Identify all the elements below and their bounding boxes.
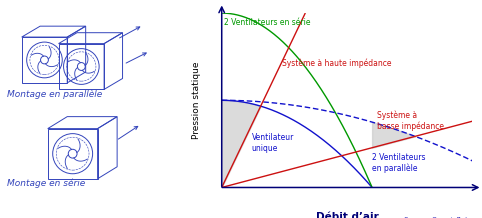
Text: Pression statique: Pression statique bbox=[192, 61, 201, 139]
Text: Source : Comair Rotron: Source : Comair Rotron bbox=[403, 217, 477, 218]
Text: Système à haute impédance: Système à haute impédance bbox=[282, 58, 391, 68]
Text: Montage en série: Montage en série bbox=[7, 179, 85, 188]
Text: 2 Ventilateurs en série: 2 Ventilateurs en série bbox=[224, 18, 311, 27]
Text: Système à
basse impédance: Système à basse impédance bbox=[377, 111, 444, 131]
Text: 2 Ventilateurs
en parallèle: 2 Ventilateurs en parallèle bbox=[372, 153, 426, 173]
Text: Ventilateur
unique: Ventilateur unique bbox=[252, 133, 294, 153]
Text: Débit d’air: Débit d’air bbox=[316, 212, 378, 218]
Text: Montage en parallèle: Montage en parallèle bbox=[7, 90, 102, 99]
